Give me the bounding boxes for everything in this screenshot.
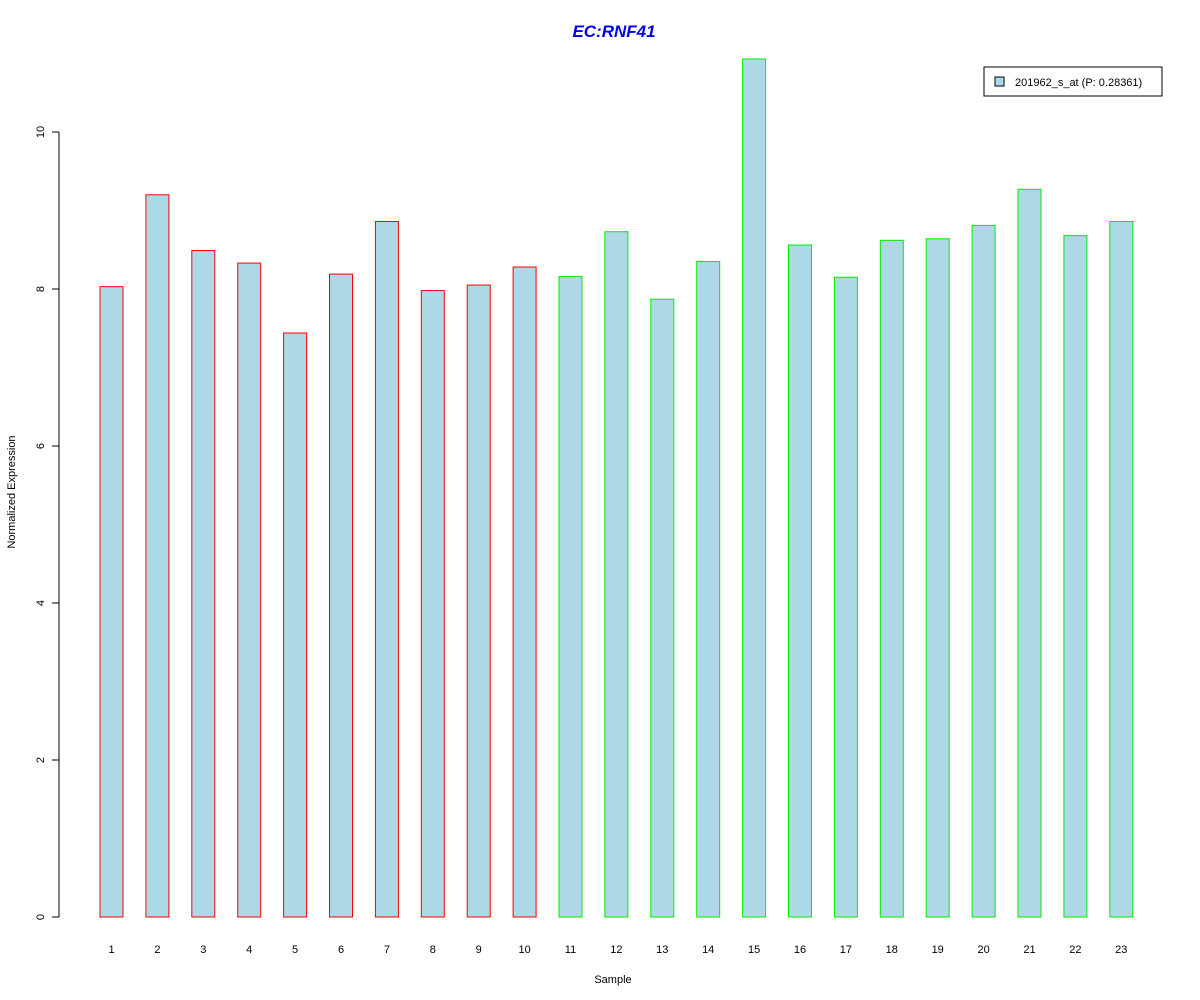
x-tick-label: 19 xyxy=(932,944,944,956)
legend-label: 201962_s_at (P: 0.28361) xyxy=(1015,77,1142,89)
bar-sample-14 xyxy=(696,261,721,918)
bar-sample-23 xyxy=(1109,220,1134,918)
x-tick-label: 21 xyxy=(1023,944,1035,956)
x-tick-label: 7 xyxy=(384,944,390,956)
x-tick-label: 3 xyxy=(200,944,206,956)
y-tick-label: 2 xyxy=(35,757,47,763)
bar-sample-8 xyxy=(420,290,445,918)
legend-swatch xyxy=(994,76,1005,87)
x-tick-label: 18 xyxy=(886,944,898,956)
x-tick-label: 6 xyxy=(338,944,344,956)
x-tick-label: 15 xyxy=(748,944,760,956)
y-axis-label: Normalized Expression xyxy=(6,435,18,548)
x-tick-labels: 1 2 3 4 5 6 7 8 9 10 11 12 13 14 15 16 17 18 19 20 21 22 23 xyxy=(108,944,1127,956)
x-tick-label: 9 xyxy=(476,944,482,956)
bar-sample-13 xyxy=(650,298,675,918)
bar-sample-15 xyxy=(742,58,767,918)
bar-sample-6 xyxy=(329,273,353,918)
legend-box xyxy=(983,66,1163,97)
x-tick-label: 23 xyxy=(1115,944,1127,956)
chart-title: EC:RNF41 xyxy=(572,22,655,41)
x-tick-label: 11 xyxy=(565,944,576,956)
bar-sample-12 xyxy=(604,231,629,918)
x-tick-label: 8 xyxy=(430,944,436,956)
bar-sample-10 xyxy=(512,266,537,918)
bars-group xyxy=(99,58,1134,918)
bar-sample-19 xyxy=(925,238,950,918)
bar-sample-17 xyxy=(833,276,858,918)
x-tick-label: 16 xyxy=(794,944,806,956)
bar-sample-11 xyxy=(558,275,583,918)
x-tick-label: 4 xyxy=(246,944,252,956)
bar-sample-21 xyxy=(1017,188,1042,918)
legend: 201962_s_at (P: 0.28361) xyxy=(983,66,1163,97)
y-tick-label: 8 xyxy=(35,286,47,292)
bar-sample-1 xyxy=(99,286,124,918)
y-axis: 0 2 4 6 8 10 xyxy=(35,126,60,920)
bar-sample-4 xyxy=(237,262,262,918)
bar-sample-3 xyxy=(191,250,216,918)
bar-sample-20 xyxy=(971,224,996,918)
bar-sample-9 xyxy=(466,284,491,918)
bar-sample-7 xyxy=(374,220,399,918)
x-tick-label: 20 xyxy=(977,944,989,956)
x-tick-label: 22 xyxy=(1069,944,1081,956)
bar-sample-16 xyxy=(788,244,812,918)
y-tick-label: 10 xyxy=(35,126,47,138)
x-tick-label: 13 xyxy=(656,944,668,956)
y-tick-label: 0 xyxy=(35,914,47,920)
bar-sample-22 xyxy=(1063,235,1088,918)
x-tick-label: 2 xyxy=(154,944,160,956)
y-tick-label: 4 xyxy=(35,600,47,606)
bar-sample-5 xyxy=(283,332,308,918)
x-tick-label: 5 xyxy=(292,944,298,956)
x-tick-label: 12 xyxy=(610,944,622,956)
bar-sample-2 xyxy=(145,194,170,918)
bar-sample-18 xyxy=(879,239,904,918)
x-axis-label: Sample xyxy=(594,974,631,986)
x-tick-label: 17 xyxy=(840,944,852,956)
x-tick-label: 14 xyxy=(702,944,714,956)
x-tick-label: 10 xyxy=(518,944,530,956)
y-tick-label: 6 xyxy=(35,443,47,449)
x-tick-label: 1 xyxy=(108,944,114,956)
